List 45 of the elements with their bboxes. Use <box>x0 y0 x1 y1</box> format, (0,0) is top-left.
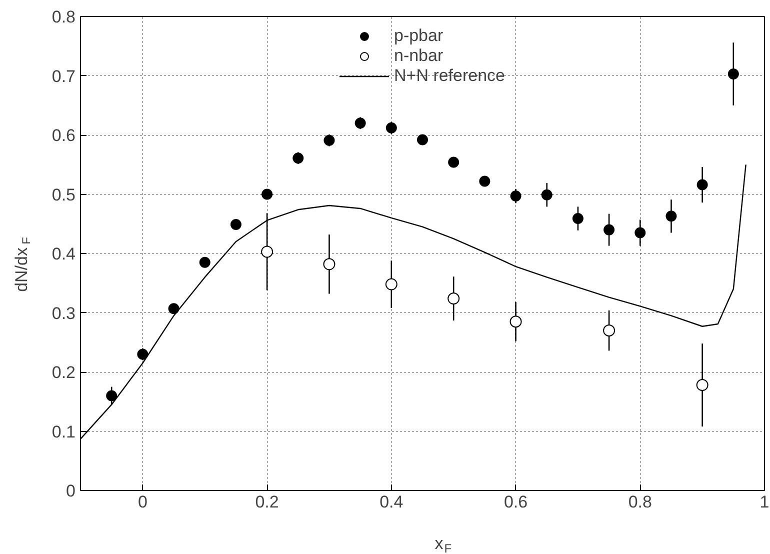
y-tick-label: 0.1 <box>52 422 76 442</box>
x-tick-label: 1 <box>760 492 770 512</box>
y-tick-label: 0.6 <box>52 126 76 145</box>
y-tick-label: 0.7 <box>52 66 76 86</box>
legend-label: p-pbar <box>394 26 444 46</box>
point <box>696 379 708 392</box>
point <box>603 324 616 337</box>
point <box>230 218 242 230</box>
point <box>572 213 584 224</box>
point <box>728 68 739 80</box>
point <box>261 246 274 258</box>
x-tick-label: 0.4 <box>380 492 404 512</box>
point <box>354 118 366 129</box>
x-tick-label: 0.8 <box>628 492 652 512</box>
point <box>168 303 180 314</box>
point <box>541 189 552 200</box>
x-tick-label: 0.2 <box>255 492 279 512</box>
point <box>106 390 118 402</box>
legend-label: N+N reference <box>394 66 506 86</box>
point <box>666 210 677 222</box>
point <box>262 188 273 200</box>
point <box>323 258 336 270</box>
point <box>448 156 460 168</box>
point <box>634 227 646 238</box>
point <box>448 292 460 305</box>
y-tick-label: 0.2 <box>52 363 76 382</box>
x-tick-label: 0.6 <box>504 492 528 512</box>
x-tick-label: 0 <box>138 492 148 512</box>
point <box>510 190 522 202</box>
point <box>510 316 522 328</box>
point <box>417 134 428 146</box>
point <box>696 179 708 190</box>
y-tick-label: 0.8 <box>52 8 76 26</box>
point <box>324 134 335 146</box>
y-tick-label: 0.3 <box>52 304 76 323</box>
point <box>292 152 304 164</box>
point <box>386 122 397 134</box>
point <box>385 278 398 290</box>
y-tick-label: 0.4 <box>52 244 76 264</box>
point <box>199 256 210 268</box>
legend-label: n-nbar <box>394 46 444 66</box>
point <box>479 176 490 187</box>
point <box>137 348 148 360</box>
y-tick-label: 0.5 <box>52 185 76 204</box>
point <box>604 224 615 236</box>
